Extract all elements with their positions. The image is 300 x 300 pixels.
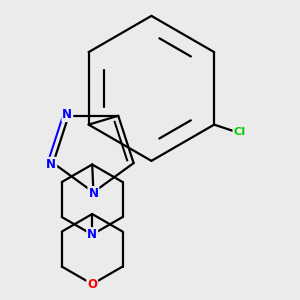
Text: N: N [46,158,56,171]
Text: O: O [87,278,97,291]
Text: N: N [62,108,72,121]
Text: N: N [88,187,98,200]
Text: N: N [87,228,97,241]
Text: Cl: Cl [233,127,246,137]
